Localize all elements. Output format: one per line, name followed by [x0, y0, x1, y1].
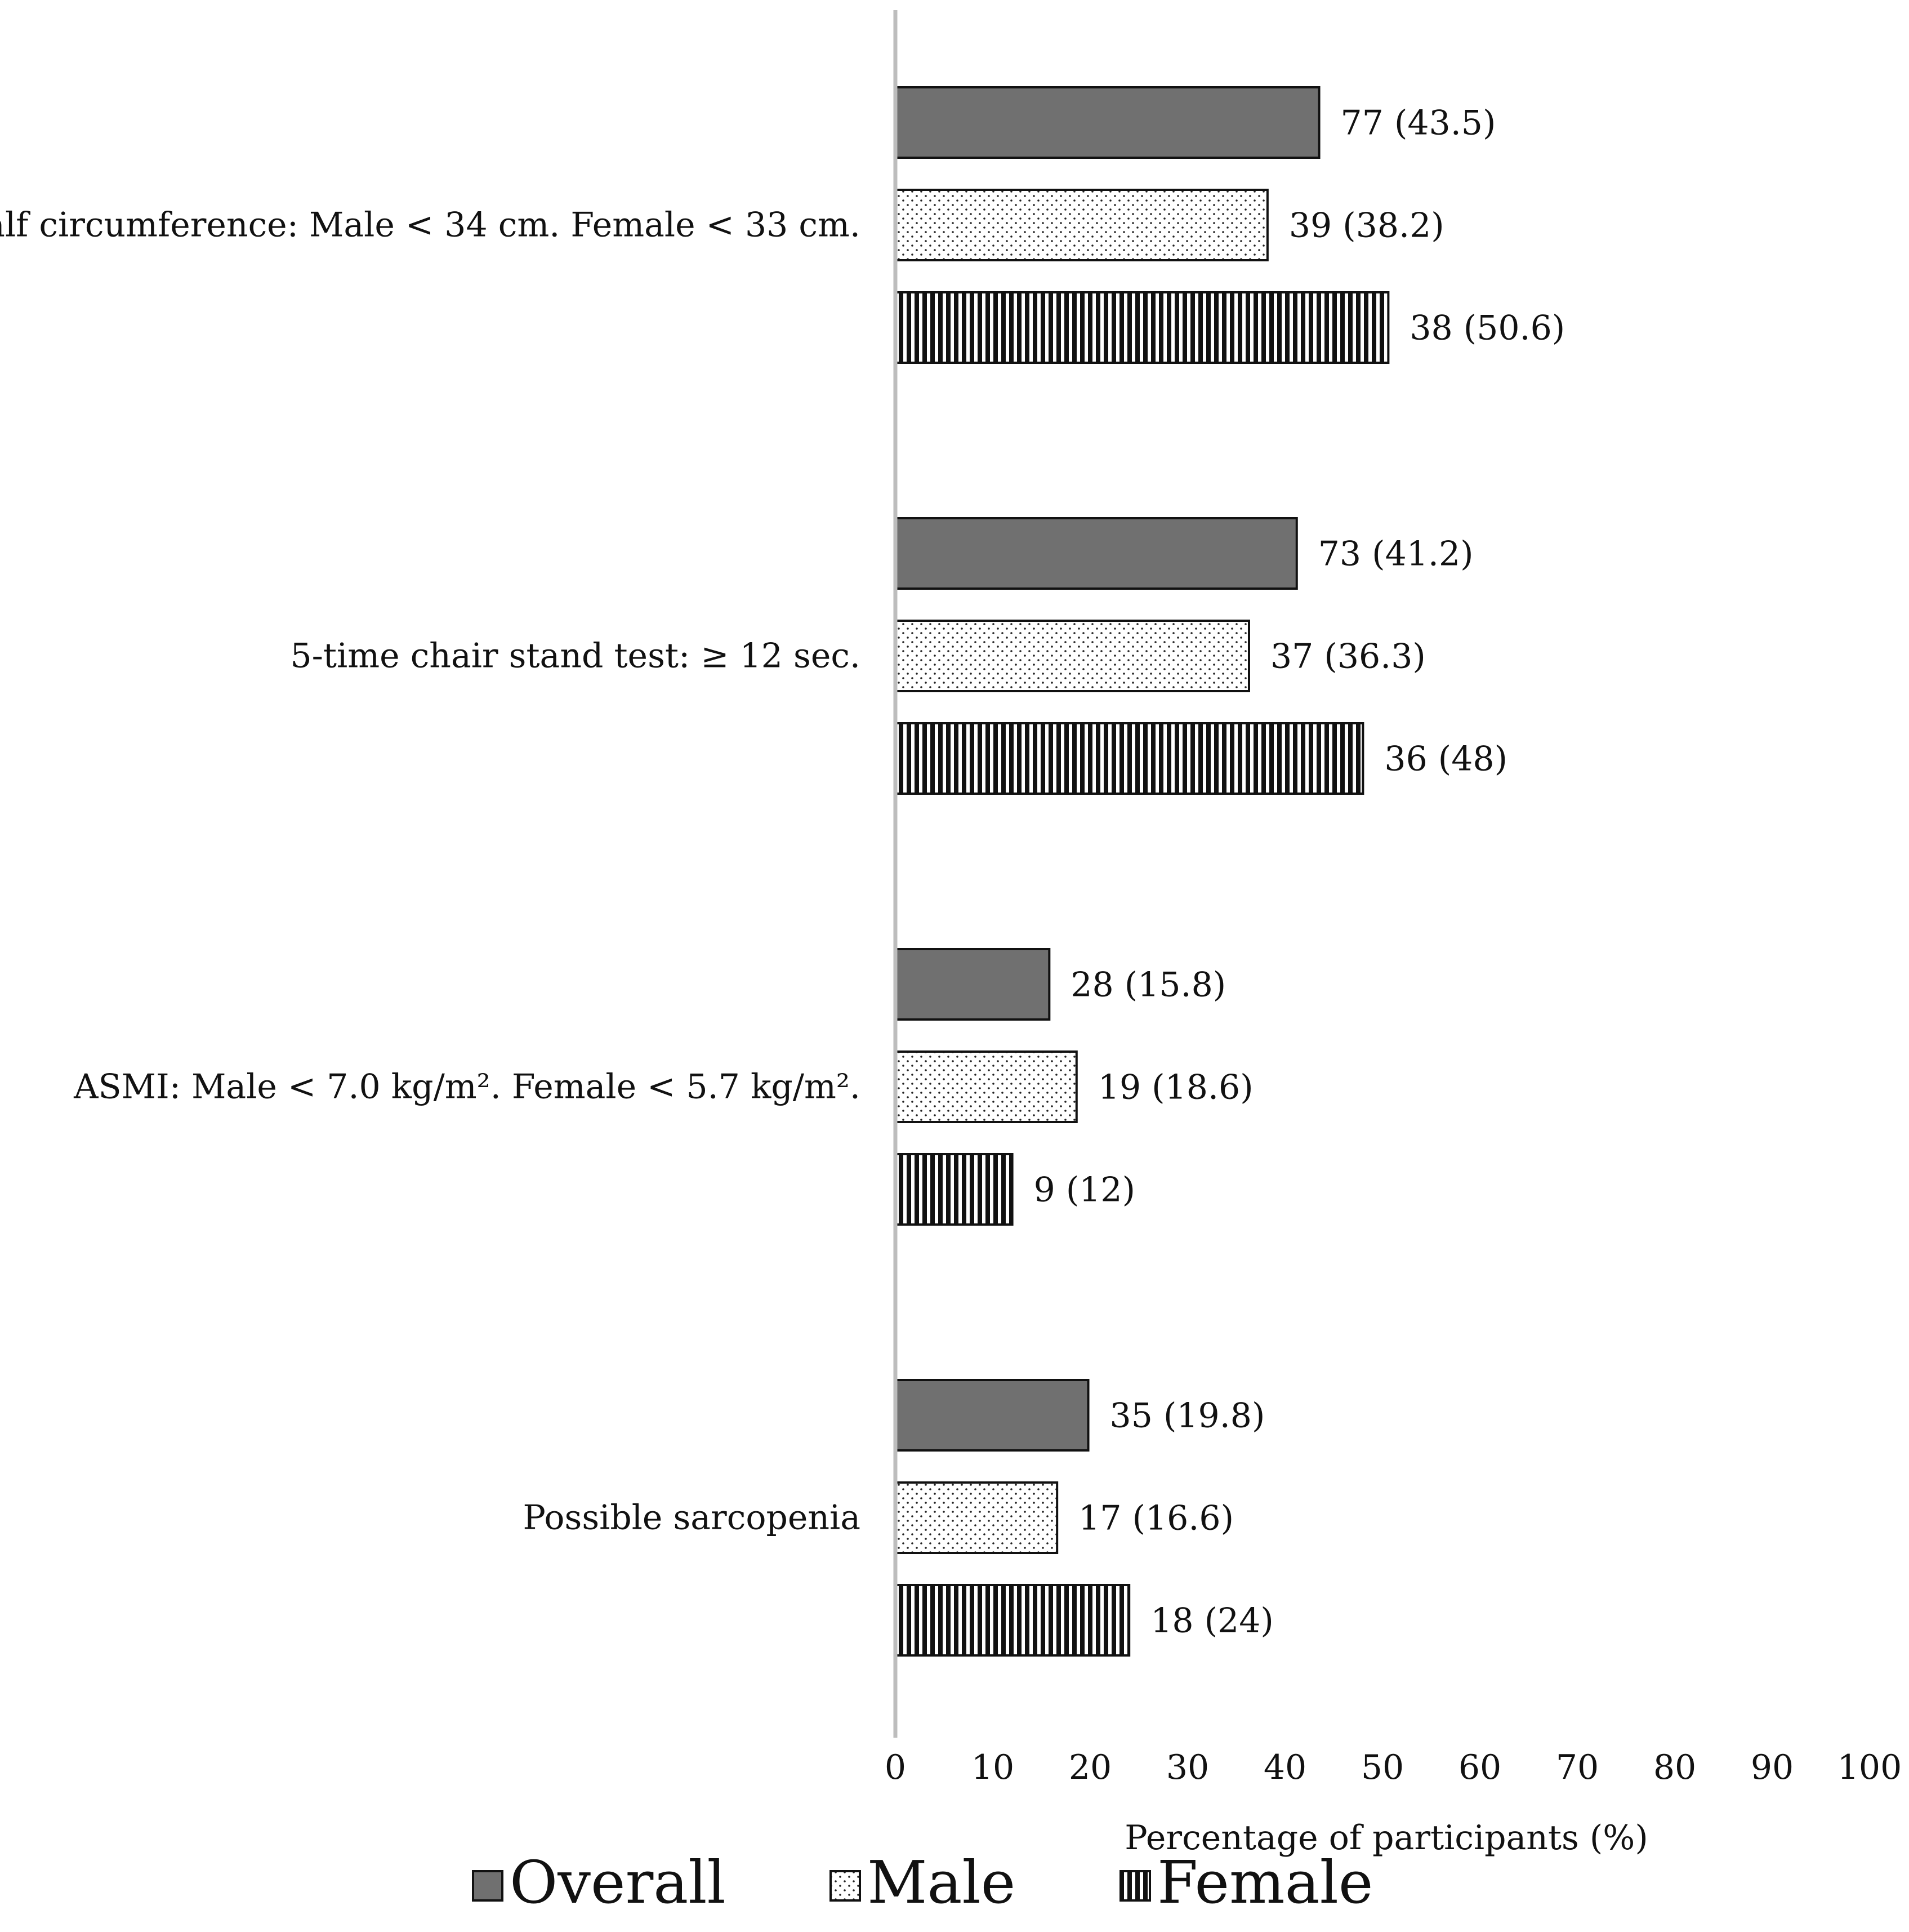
x-tick-label: 60 — [1458, 1748, 1501, 1787]
data-label: 73 (41.2) — [1318, 535, 1474, 574]
x-tick-label: 70 — [1556, 1748, 1599, 1787]
data-label: 36 (48) — [1384, 740, 1507, 779]
bar-overall — [894, 1379, 1090, 1452]
x-axis-title: Percentage of participants (%) — [1125, 1818, 1648, 1858]
data-label: 9 (12) — [1034, 1170, 1135, 1210]
data-label: 39 (38.2) — [1289, 206, 1444, 246]
data-label: 28 (15.8) — [1071, 965, 1226, 1005]
bar-overall — [894, 517, 1298, 590]
x-tick-label: 80 — [1653, 1748, 1696, 1787]
x-tick-label: 0 — [885, 1748, 906, 1787]
bar-female — [894, 722, 1364, 795]
legend-swatch-female — [1119, 1870, 1151, 1902]
legend-swatch-overall — [472, 1870, 503, 1902]
x-tick-label: 30 — [1166, 1748, 1209, 1787]
bar-male — [894, 1050, 1078, 1123]
bar-female — [894, 1584, 1131, 1657]
legend-swatch-male — [829, 1870, 861, 1902]
bar-male — [894, 620, 1250, 692]
bar-overall — [894, 86, 1321, 159]
data-label: 38 (50.6) — [1410, 309, 1565, 348]
data-label: 35 (19.8) — [1110, 1396, 1265, 1436]
data-label: 17 (16.6) — [1078, 1499, 1234, 1538]
bar-female — [894, 291, 1390, 364]
category-label: ASMI: Male < 7.0 kg/m². Female < 5.7 kg/… — [73, 1067, 860, 1107]
bar-male — [894, 1481, 1059, 1554]
legend: Overall Male Female — [472, 1848, 1373, 1917]
value-labels: 77 (43.5) 39 (38.2) 38 (50.6) 73 (41.2) 37 (… — [1034, 104, 1565, 1641]
category-label: 5-time chair stand test: ≥ 12 sec. — [290, 636, 860, 676]
bar-overall — [894, 948, 1051, 1021]
data-label: 18 (24) — [1150, 1601, 1274, 1641]
bars — [894, 86, 1390, 1657]
x-tick-label: 20 — [1069, 1748, 1112, 1787]
x-tick-label: 40 — [1264, 1748, 1306, 1787]
data-label: 37 (36.3) — [1270, 637, 1426, 676]
bar-female — [894, 1153, 1014, 1226]
category-label: Calf circumference: Male < 34 cm. Female… — [0, 206, 860, 245]
legend-label-male: Male — [867, 1848, 1015, 1917]
x-tick-label: 100 — [1837, 1748, 1902, 1787]
data-label: 77 (43.5) — [1341, 104, 1496, 143]
x-tick-label: 10 — [971, 1748, 1014, 1787]
x-tick-labels: 0 10 20 30 40 50 60 70 80 90 100 — [885, 1748, 1902, 1787]
legend-label-female: Female — [1157, 1848, 1373, 1917]
bar-male — [894, 189, 1269, 261]
data-label: 19 (18.6) — [1098, 1068, 1254, 1107]
x-tick-label: 50 — [1361, 1748, 1404, 1787]
x-tick-label: 90 — [1751, 1748, 1794, 1787]
category-labels: Calf circumference: Male < 34 cm. Female… — [0, 206, 860, 1538]
category-label: Possible sarcopenia — [523, 1498, 860, 1538]
legend-label-overall: Overall — [510, 1848, 726, 1917]
